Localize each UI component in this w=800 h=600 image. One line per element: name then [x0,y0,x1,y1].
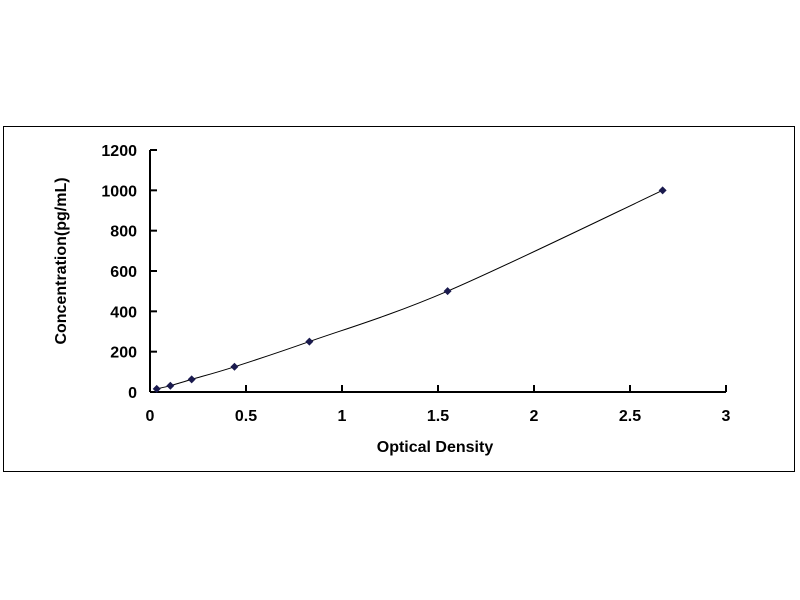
data-point [187,375,196,384]
x-tick-label: 1 [338,408,347,425]
data-point [305,337,314,346]
x-tick-label: 2 [530,408,539,425]
data-points [152,186,667,393]
x-tick-label: 1.5 [427,408,449,425]
axes [149,149,727,393]
y-axis-label: Concentration(pg/mL) [53,177,70,344]
y-tick-label: 600 [110,264,137,281]
data-point [658,186,667,195]
data-point [166,381,175,390]
x-tick-label: 0 [146,408,155,425]
data-point [443,287,452,296]
data-point [230,362,239,371]
data-point [152,384,161,393]
y-tick-label: 1000 [101,183,137,200]
y-tick-label: 800 [110,224,137,241]
y-tick-label: 1200 [101,143,137,160]
y-tick-label: 400 [110,304,137,321]
x-tick-label: 0.5 [235,408,257,425]
chart-frame [3,126,795,472]
y-tick-label: 0 [128,385,137,402]
trend-curve [156,189,663,390]
x-tick-label: 3 [722,408,731,425]
x-tick-label: 2.5 [619,408,641,425]
y-tick-label: 200 [110,345,137,362]
x-axis-label: Optical Density [377,439,494,456]
